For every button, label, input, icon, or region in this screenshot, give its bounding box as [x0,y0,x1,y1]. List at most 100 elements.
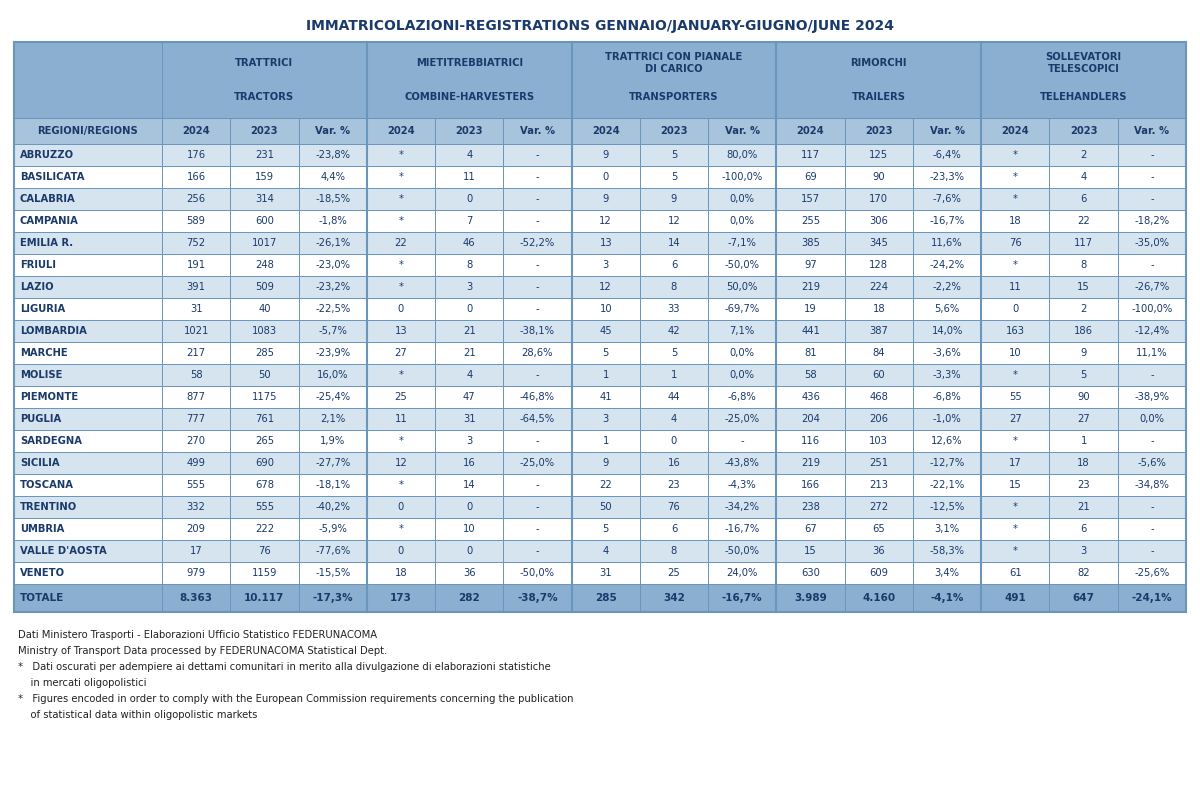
Bar [367,408,436,430]
Bar [1117,562,1186,584]
Bar [1050,276,1117,298]
Bar [845,232,913,254]
Bar [845,386,913,408]
Bar [640,518,708,540]
Text: 5: 5 [671,172,677,182]
Text: 44: 44 [667,392,680,402]
Bar [14,518,162,540]
Bar [571,430,640,452]
Text: REGIONI/REGIONS: REGIONI/REGIONS [37,126,138,136]
Text: -4,1%: -4,1% [930,593,964,603]
Text: 0,0%: 0,0% [730,216,755,226]
Bar [845,254,913,276]
Bar [503,364,571,386]
Bar [162,118,230,144]
Text: -25,4%: -25,4% [316,392,350,402]
Bar [367,562,436,584]
Text: -100,0%: -100,0% [1132,304,1172,314]
Bar [1117,298,1186,320]
Bar [640,210,708,232]
Text: -: - [535,304,539,314]
Text: *: * [1013,370,1018,380]
Bar [299,364,367,386]
Bar [367,42,571,118]
Bar [1117,584,1186,612]
Bar [640,540,708,562]
Bar [708,276,776,298]
Bar [845,118,913,144]
Bar [162,42,367,118]
Text: 5,6%: 5,6% [935,304,960,314]
Bar [162,430,230,452]
Bar [776,42,982,118]
Text: 12: 12 [667,216,680,226]
Text: TRATTRICI: TRATTRICI [235,58,294,68]
Bar [1117,320,1186,342]
Bar [1117,518,1186,540]
Text: FRIULI: FRIULI [20,260,56,270]
Bar [503,144,571,166]
Bar [436,298,503,320]
Text: 55: 55 [1009,392,1021,402]
Bar [299,562,367,584]
Text: 12: 12 [599,216,612,226]
Text: 282: 282 [458,593,480,603]
Text: of statistical data within oligopolistic markets: of statistical data within oligopolistic… [18,710,257,720]
Text: 0: 0 [398,304,404,314]
Bar [982,42,1186,118]
Bar [367,452,436,474]
Text: -16,7%: -16,7% [722,593,762,603]
Bar [708,474,776,496]
Bar [162,166,230,188]
Text: -: - [535,502,539,512]
Text: 609: 609 [869,568,888,578]
Text: 3.989: 3.989 [794,593,827,603]
Bar [503,320,571,342]
Bar [1050,408,1117,430]
Text: 8: 8 [466,260,473,270]
Text: 22: 22 [1078,216,1090,226]
Text: 2: 2 [1080,304,1087,314]
Bar [776,144,845,166]
Text: -50,0%: -50,0% [725,546,760,556]
Bar [708,364,776,386]
Text: 21: 21 [463,326,475,336]
Text: 22: 22 [599,480,612,490]
Bar [436,562,503,584]
Text: 17: 17 [1009,458,1021,468]
Text: -: - [740,436,744,446]
Text: -: - [535,480,539,490]
Bar [982,430,1050,452]
Text: 7: 7 [466,216,473,226]
Bar [913,232,982,254]
Bar [708,496,776,518]
Bar [367,210,436,232]
Text: -27,7%: -27,7% [316,458,350,468]
Text: 116: 116 [800,436,820,446]
Bar [982,386,1050,408]
Bar [436,496,503,518]
Bar [436,166,503,188]
Bar [708,562,776,584]
Bar [162,386,230,408]
Bar [1050,232,1117,254]
Text: 436: 436 [802,392,820,402]
Text: 342: 342 [664,593,685,603]
Bar [571,254,640,276]
Text: Ministry of Transport Data processed by FEDERUNACOMA Statistical Dept.: Ministry of Transport Data processed by … [18,646,388,656]
Text: 2024: 2024 [592,126,619,136]
Text: BASILICATA: BASILICATA [20,172,84,182]
Text: 3,4%: 3,4% [935,568,960,578]
Bar [640,232,708,254]
Text: 752: 752 [186,238,205,248]
Bar [845,320,913,342]
Text: 204: 204 [802,414,820,424]
Bar [982,540,1050,562]
Bar [913,496,982,518]
Text: 1159: 1159 [252,568,277,578]
Text: 76: 76 [258,546,271,556]
Bar [503,540,571,562]
Text: 0: 0 [398,502,404,512]
Bar [913,430,982,452]
Bar [162,452,230,474]
